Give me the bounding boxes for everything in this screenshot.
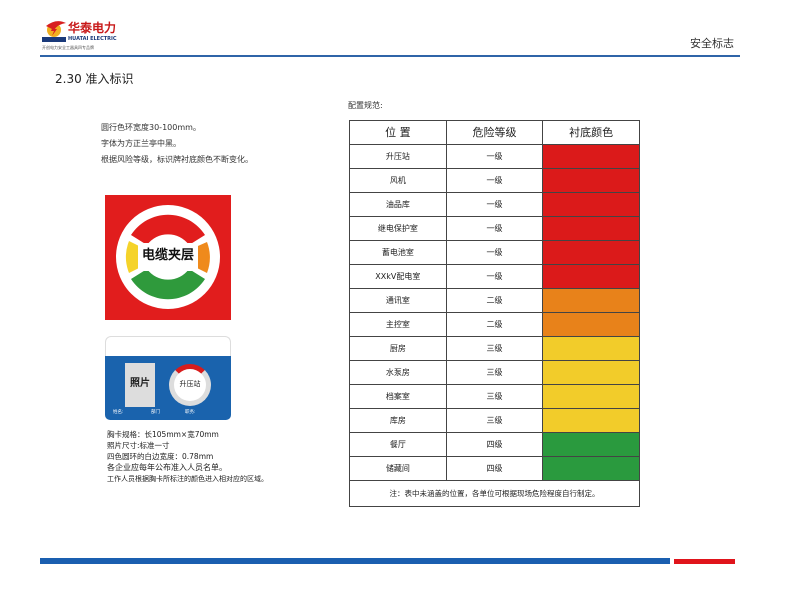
color-cell: [542, 192, 640, 217]
column-header: 位 置: [349, 120, 447, 145]
description-line: 根据风险等级，标识牌衬底颜色不断变化。: [101, 155, 253, 164]
table-row: 蓄电池室 一级: [349, 240, 640, 265]
logo-tagline: 开创电力安全工器具四专品牌: [42, 45, 94, 50]
level-cell: 一级: [445, 216, 544, 241]
table-row: 主控室 二级: [349, 312, 640, 337]
location-cell: 蓄电池室: [349, 240, 447, 265]
description-line: 圆行色环宽度30-100mm。: [101, 123, 201, 132]
location-cell: 升压站: [349, 144, 447, 169]
level-cell: 一级: [445, 264, 544, 289]
level-cell: 三级: [445, 408, 544, 433]
location-cell: 主控室: [349, 312, 447, 337]
badge-card: 照片 升压站 姓名: 部门 职务:: [105, 336, 231, 420]
card-spec: 工作人员根据胸卡所标注的颜色进入相对应的区域。: [107, 475, 268, 483]
field-dept: 部门: [151, 410, 160, 415]
color-cell: [542, 216, 640, 241]
location-cell: 风机: [349, 168, 447, 193]
level-cell: 四级: [445, 456, 544, 481]
table-note: 注：表中未涵盖的位置，各单位可根据现场危险程度自行制定。: [349, 480, 640, 507]
table-row: 档案室 三级: [349, 384, 640, 409]
location-cell: 厨房: [349, 336, 447, 361]
color-cell: [542, 264, 640, 289]
card-spec: 各企业应每年公布准入人员名单。: [107, 463, 227, 472]
table-row: 水泵房 三级: [349, 360, 640, 385]
column-header: 危险等级: [445, 120, 544, 145]
table-row: 库房 三级: [349, 408, 640, 433]
color-cell: [542, 432, 640, 457]
color-cell: [542, 312, 640, 337]
description-line: 字体为方正兰亭中黑。: [101, 139, 181, 148]
column-header: 衬底颜色: [542, 120, 640, 145]
config-table: 位 置 危险等级 衬底颜色 升压站 一级 风机 一级 油品库 一级 继电保护室 一级 蓄电池室一…: [349, 120, 640, 507]
color-cell: [542, 240, 640, 265]
location-cell: 库房: [349, 408, 447, 433]
table-row: 餐厅 四级: [349, 432, 640, 457]
config-label: 配置规范:: [348, 101, 383, 110]
access-sign: 电缆夹层: [105, 195, 231, 320]
sign-label: 电缆夹层: [141, 248, 194, 263]
level-cell: 三级: [445, 360, 544, 385]
color-cell: [542, 384, 640, 409]
level-cell: 四级: [445, 432, 544, 457]
field-name: 姓名:: [113, 410, 124, 415]
level-cell: 一级: [445, 144, 544, 169]
page-title: 2.30 准入标识: [55, 72, 134, 86]
card-spec: 照片尺寸:标准一寸: [107, 441, 170, 450]
card-spec: 四色圆环的白边宽度：0.78mm: [107, 452, 214, 461]
color-cell: [542, 360, 640, 385]
location-cell: 餐厅: [349, 432, 447, 457]
field-title: 职务:: [185, 410, 196, 415]
photo-placeholder: 照片: [125, 363, 155, 407]
location-cell: 档案室: [349, 384, 447, 409]
location-cell: XXkV配电室: [349, 264, 447, 289]
level-cell: 二级: [445, 312, 544, 337]
color-cell: [542, 288, 640, 313]
color-cell: [542, 456, 640, 481]
location-cell: 储藏间: [349, 456, 447, 481]
level-cell: 一级: [445, 168, 544, 193]
location-cell: 水泵房: [349, 360, 447, 385]
badge-location: 升压站: [179, 380, 201, 388]
logo-icon: [42, 20, 66, 42]
level-cell: 一级: [445, 192, 544, 217]
table-row: 通讯室 二级: [349, 288, 640, 313]
level-cell: 二级: [445, 288, 544, 313]
header-divider: [40, 55, 740, 57]
footer-bar: [40, 558, 670, 564]
level-cell: 三级: [445, 336, 544, 361]
table-row: 储藏间 四级: [349, 456, 640, 481]
color-cell: [542, 144, 640, 169]
table-row: 升压站 一级: [349, 144, 640, 169]
location-cell: 继电保护室: [349, 216, 447, 241]
location-cell: 通讯室: [349, 288, 447, 313]
location-cell: 油品库: [349, 192, 447, 217]
color-cell: [542, 336, 640, 361]
table-row: 继电保护室 一级: [349, 216, 640, 241]
logo-english: HUATAI ELECTRIC: [68, 36, 117, 42]
level-cell: 一级: [445, 240, 544, 265]
footer-accent: [674, 559, 735, 564]
table-row: XXkV配电室 一级: [349, 264, 640, 289]
section-title: 安全标志: [690, 37, 734, 50]
logo-text: 华泰电力: [68, 21, 117, 35]
table-row: 风机 一级: [349, 168, 640, 193]
level-cell: 三级: [445, 384, 544, 409]
card-spec: 胸卡规格：长105mm×宽70mm: [107, 430, 219, 439]
color-cell: [542, 168, 640, 193]
color-cell: [542, 408, 640, 433]
table-row: 厨房 三级: [349, 336, 640, 361]
table-row: 油品库 一级: [349, 192, 640, 217]
